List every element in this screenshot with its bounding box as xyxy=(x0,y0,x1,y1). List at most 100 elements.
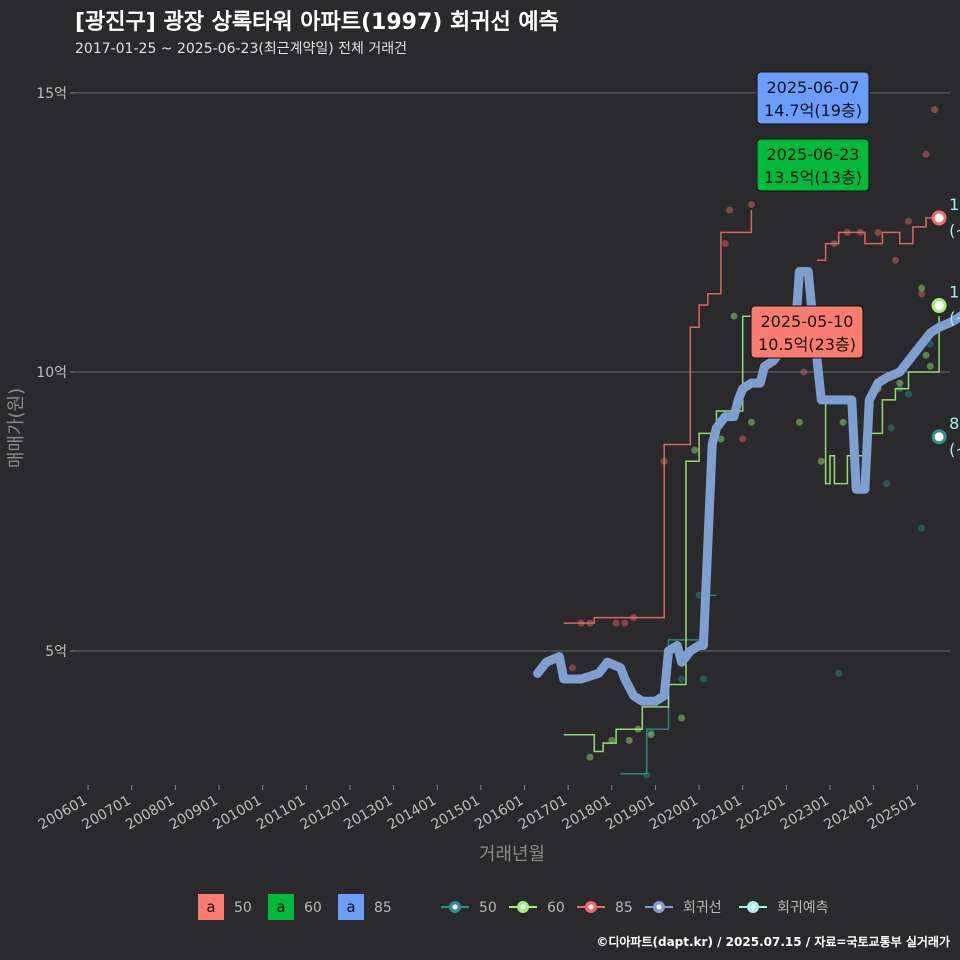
x-tick-label: 201801 xyxy=(559,793,613,834)
annotations: 2025-06-07 14.7억(19층) 2025-06-23 13.5억(13층)… xyxy=(750,71,870,359)
legend-box-glyph: a xyxy=(276,898,285,916)
scatter-point-50 xyxy=(835,669,843,677)
forecast-point-85 xyxy=(931,210,947,226)
scatter-point-85 xyxy=(800,368,808,376)
scatter-point-60b xyxy=(647,731,655,739)
legend-dot-center xyxy=(588,904,594,910)
scatter-point-60b xyxy=(608,736,616,744)
scatter-point-60b xyxy=(922,351,930,359)
scatter-point-60b xyxy=(839,418,847,426)
legend-line-label: 50 xyxy=(479,900,497,916)
scatter-point-60b xyxy=(717,435,725,443)
forecast-value-label: 111,900 xyxy=(949,283,960,302)
forecast-area-label: (~85㎡) xyxy=(949,221,960,240)
annotation-date: 2025-06-23 xyxy=(767,145,860,164)
scatter-point-50 xyxy=(647,728,655,736)
legend-dot-center xyxy=(656,904,662,910)
scatter-point-85 xyxy=(891,256,899,264)
x-tick-label: 201501 xyxy=(429,793,483,834)
step-lines xyxy=(563,210,940,775)
step-line-85 xyxy=(563,210,753,624)
x-axis-label: 거래년월 xyxy=(479,844,545,865)
scatter-point-50 xyxy=(918,524,926,532)
annotation-box xyxy=(750,305,864,359)
legend: a 50 a 60 a 85 50 60 85 회귀선 회귀예측 xyxy=(198,894,829,920)
x-tick-label: 201201 xyxy=(298,793,352,834)
scatter-point-50 xyxy=(887,424,895,432)
forecast-value-label: 88,375 xyxy=(949,414,960,433)
scatter-point-60b xyxy=(926,362,934,370)
forecast-point-60 xyxy=(931,298,947,314)
step-line-60 xyxy=(563,315,752,753)
scatter-point-85 xyxy=(726,206,734,214)
y-axis-label: 매매가(원) xyxy=(6,388,27,468)
x-tick-label: 202401 xyxy=(821,793,875,834)
forecast-value-label: 127,600 xyxy=(949,195,960,214)
x-tick-label: 202001 xyxy=(647,793,701,834)
legend-line-label: 회귀선 xyxy=(683,900,722,916)
scatter-point-60b xyxy=(795,418,803,426)
scatter-point-60b xyxy=(691,446,699,454)
x-tick-label: 201701 xyxy=(516,793,570,834)
annotation-date: 2025-05-10 xyxy=(761,312,854,331)
step-line-85b xyxy=(816,217,940,262)
scatter-point-60b xyxy=(678,714,686,722)
scatter-point-85 xyxy=(739,435,747,443)
forecast-points: 88,375 (~50㎡) 111,900 (~60㎡) 127,600 (~85㎡) xyxy=(931,195,960,459)
annotation-price: 14.7억(19층) xyxy=(764,101,862,120)
x-tick-label: 200601 xyxy=(36,793,90,834)
legend-dot-center xyxy=(520,904,526,910)
y-tick-labels: 5억 10억 15억 xyxy=(36,86,67,660)
x-tick-label: 202501 xyxy=(865,793,919,834)
scatter-point-85 xyxy=(747,201,755,209)
scatter-point-50 xyxy=(905,390,913,398)
legend-line-label: 회귀예측 xyxy=(777,900,829,916)
x-tick-label: 201301 xyxy=(341,793,395,834)
annotation-box xyxy=(756,138,870,192)
y-tick-label: 15억 xyxy=(36,86,67,102)
x-tick-label: 201001 xyxy=(210,793,264,834)
x-tick-label: 201101 xyxy=(254,793,308,834)
scatter-point-60b xyxy=(586,753,594,761)
scatter-point-85 xyxy=(874,228,882,236)
x-tick-label: 201401 xyxy=(385,793,439,834)
legend-line-label: 60 xyxy=(547,900,565,916)
legend-box-key xyxy=(338,894,364,920)
scatter-point-60b xyxy=(817,457,825,465)
legend-line-label: 85 xyxy=(615,900,633,916)
legend-box-glyph: a xyxy=(346,898,355,916)
scatter-point-60b xyxy=(747,418,755,426)
scatter-point-85 xyxy=(931,106,939,114)
legend-box-label: 60 xyxy=(304,900,322,916)
legend-dot-center xyxy=(750,904,756,910)
legend-box-label: 85 xyxy=(374,900,392,916)
x-tick-labels: 2006012007012008012009012010012011012012… xyxy=(36,793,919,834)
scatter-point-50 xyxy=(678,675,686,683)
scatter-point-60b xyxy=(730,312,738,320)
annotation-price: 13.5억(13층) xyxy=(764,168,862,187)
source-caption: ©디아파트(dapt.kr) / 2025.07.15 / 자료=국토교통부 실… xyxy=(596,935,950,949)
y-tick-label: 10억 xyxy=(36,365,67,381)
x-tick-label: 201901 xyxy=(603,793,657,834)
x-tick-label: 202301 xyxy=(778,793,832,834)
forecast-area-label: (~50㎡) xyxy=(949,440,960,459)
x-tick-label: 202201 xyxy=(734,793,788,834)
legend-box-key xyxy=(268,894,294,920)
scatter-point-85 xyxy=(922,150,930,158)
x-tick-label: 202101 xyxy=(690,793,744,834)
scatter-point-85 xyxy=(905,217,913,225)
y-tick-label: 5억 xyxy=(45,644,67,660)
x-tick-label: 201601 xyxy=(472,793,526,834)
legend-dot-center xyxy=(452,904,458,910)
scatter-point-50 xyxy=(883,480,891,488)
chart-subtitle: 2017-01-25 ~ 2025-06-23(최근계약일) 전체 거래건 xyxy=(75,41,407,57)
legend-box-label: 50 xyxy=(234,900,252,916)
scatter-point-85 xyxy=(612,619,620,627)
legend-box-key xyxy=(198,894,224,920)
annotation-date: 2025-06-07 xyxy=(767,78,860,97)
legend-box-glyph: a xyxy=(206,898,215,916)
scatter-point-60b xyxy=(625,736,633,744)
scatter-point-50 xyxy=(699,675,707,683)
annotation-box xyxy=(756,71,870,125)
